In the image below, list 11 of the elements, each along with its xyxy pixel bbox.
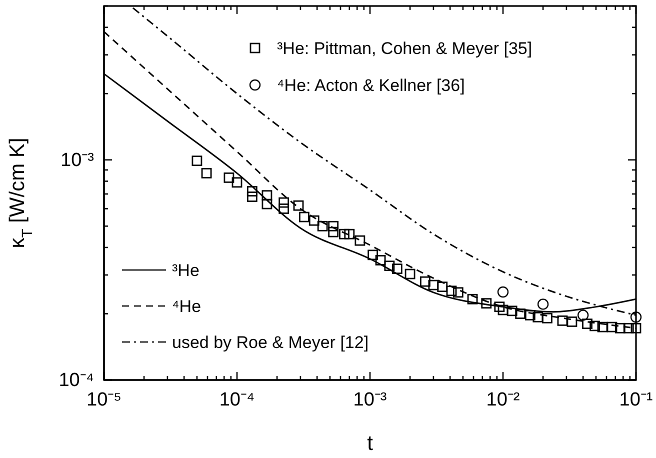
x-tick-label: 10⁻⁵	[86, 389, 122, 410]
legend-label: ³He: Pittman, Cohen & Meyer [35]	[277, 39, 532, 58]
x-tick-label: 10⁻¹	[619, 389, 653, 410]
legend-label: used by Roe & Meyer [12]	[172, 333, 369, 352]
x-tick-label: 10⁻²	[486, 389, 520, 410]
legend-label: ⁴He	[172, 297, 202, 316]
x-axis-title: t	[367, 432, 374, 455]
x-tick-label: 10⁻³	[353, 389, 387, 410]
legend-label: ⁴He: Acton & Kellner [36]	[277, 76, 465, 95]
x-tick-label: 10⁻⁴	[219, 389, 255, 410]
legend-label: ³He	[172, 261, 200, 280]
